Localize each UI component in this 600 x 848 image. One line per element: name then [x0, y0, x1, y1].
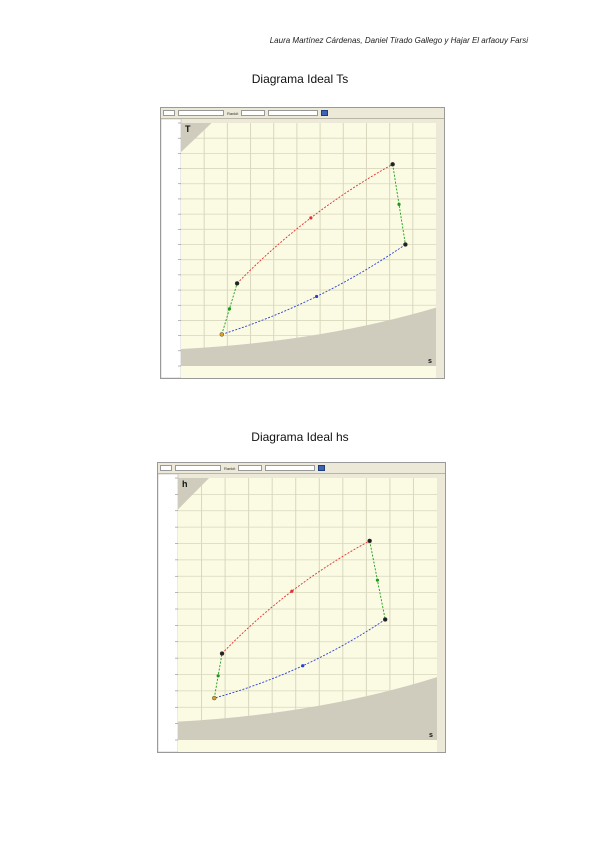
y-axis-strip	[160, 118, 182, 379]
diagram-hs-chart: hs	[157, 473, 445, 753]
cycle-direction-marker	[290, 589, 294, 593]
x-axis-strip	[178, 740, 437, 752]
region-bottom	[181, 307, 436, 366]
toolbar-go-button[interactable]	[321, 110, 329, 116]
toolbar-hs: Rankit	[158, 463, 445, 474]
toolbar-field[interactable]	[163, 110, 175, 116]
region-top-left	[181, 123, 212, 153]
y-axis-symbol: h	[182, 479, 188, 489]
toolbar-select[interactable]	[175, 465, 221, 471]
toolbar-button-label[interactable]: Rankit	[227, 110, 239, 116]
cycle-direction-marker	[301, 664, 305, 668]
x-axis-strip	[181, 366, 436, 378]
toolbar-select[interactable]	[241, 110, 266, 116]
cycle-direction-marker	[309, 216, 313, 220]
cycle-direction-marker	[315, 294, 319, 299]
state-point-4	[403, 242, 408, 247]
region-bottom	[178, 677, 437, 740]
state-point-2	[234, 281, 240, 286]
toolbar-select[interactable]	[268, 110, 319, 116]
toolbar-select[interactable]	[178, 110, 224, 116]
cycle-direction-marker	[397, 202, 401, 207]
state-point-1	[219, 332, 224, 337]
toolbar-select[interactable]	[238, 465, 263, 471]
state-point-4	[382, 617, 388, 622]
cycle-curve-2	[392, 164, 406, 245]
toolbar-button-label[interactable]: Rankit	[224, 465, 236, 471]
y-axis-strip	[157, 473, 179, 753]
state-point-3	[367, 538, 372, 544]
figure-title-ts: Diagrama Ideal Ts	[251, 72, 349, 86]
cycle-direction-marker	[375, 578, 380, 582]
right-scrollbar	[437, 474, 445, 752]
cycle-curve-1	[221, 540, 370, 654]
y-axis-symbol: T	[185, 124, 191, 134]
toolbar-field[interactable]	[160, 465, 172, 471]
authors-header: Laura Martínez Cárdenas, Daniel Tirado G…	[269, 36, 528, 45]
toolbar-select[interactable]	[265, 465, 316, 471]
state-point-1	[212, 695, 217, 701]
toolbar-go-button[interactable]	[318, 465, 326, 471]
toolbar-ts: Rankit	[161, 108, 444, 119]
cycle-direction-marker	[227, 307, 232, 311]
state-point-2	[219, 651, 225, 656]
cycle-curve-4	[221, 283, 238, 335]
figure-title-hs: Diagrama Ideal hs	[251, 430, 349, 444]
x-axis-symbol: s	[428, 358, 432, 365]
diagram-ts-chart: Ts	[160, 118, 444, 379]
cycle-direction-marker	[216, 674, 220, 678]
state-point-3	[390, 162, 395, 167]
x-axis-symbol: s	[429, 732, 433, 739]
right-scrollbar	[436, 119, 444, 378]
region-top-left	[178, 478, 210, 510]
